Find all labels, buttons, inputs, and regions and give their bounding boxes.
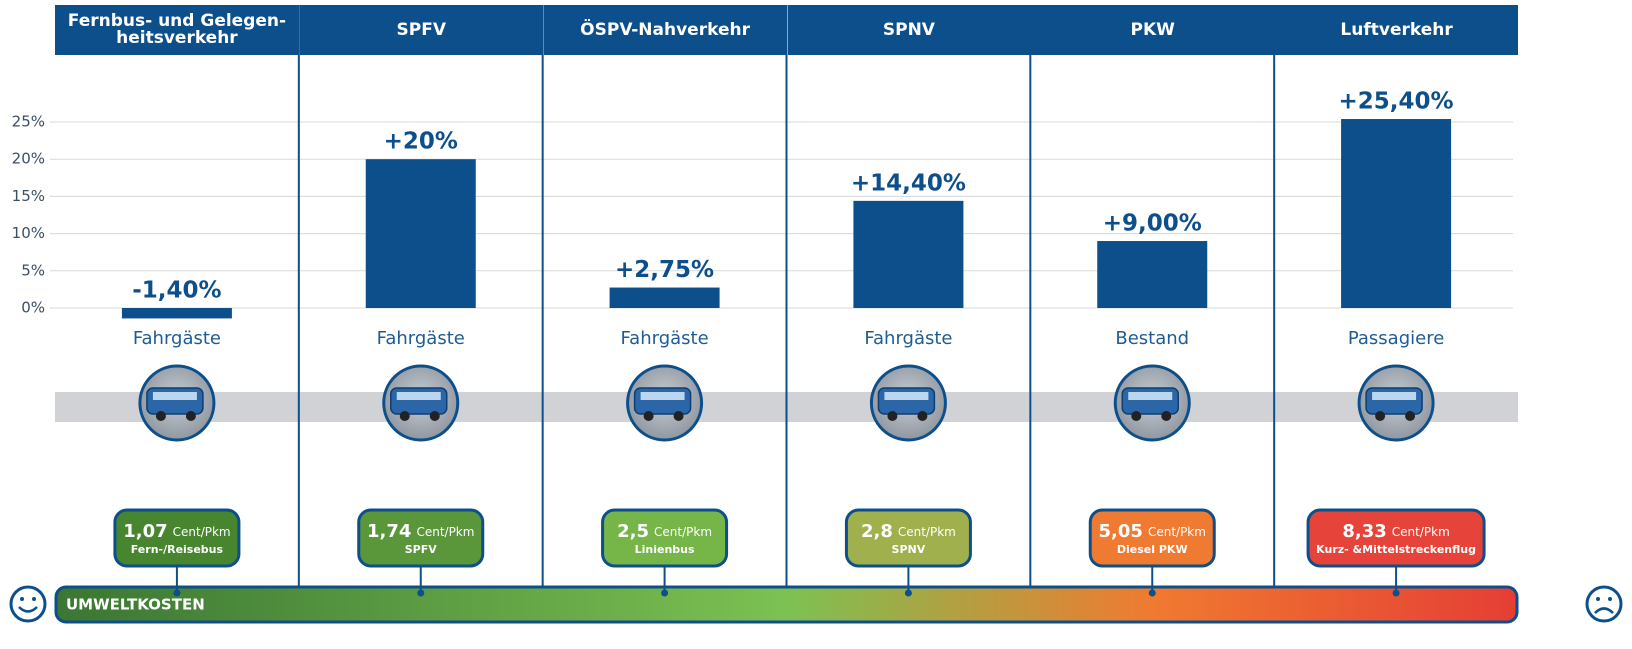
measure-label: Fahrgäste [864, 328, 952, 349]
icon-wheel [887, 411, 897, 421]
cost-amount: 1,07 [123, 521, 167, 542]
bar [853, 201, 963, 308]
icon-window [153, 392, 197, 400]
smiley-sad [1587, 587, 1621, 621]
measure-label: Fahrgäste [620, 328, 708, 349]
cost-unit: Cent/Pkm [173, 525, 231, 539]
mode-icon [1115, 366, 1189, 440]
cost-mode: Linienbus [635, 543, 695, 556]
value-label: +14,40% [851, 170, 966, 196]
column-header: ÖSPV-Nahverkehr [544, 5, 787, 55]
badge-dot [1393, 590, 1400, 597]
measure-label: Fahrgäste [377, 328, 465, 349]
cost-unit: Cent/Pkm [1148, 525, 1206, 539]
body: {"chart_data": { "type": "bar", "categor… [0, 0, 1632, 649]
cost-unit: Cent/Pkm [416, 525, 474, 539]
column-header: SPNV [788, 5, 1031, 55]
cost-unit: Cent/Pkm [898, 525, 956, 539]
icon-wheel [1131, 411, 1141, 421]
y-tick-label: 10% [12, 224, 45, 242]
infographic: UMWELTKOSTEN 0% 5% 10% 15% 20% 25% -1,40% Fahrg… [0, 0, 1632, 649]
y-tick-label: 0% [21, 299, 45, 317]
measure-label: Fahrgäste [133, 328, 221, 349]
icon-wheel [644, 411, 654, 421]
cost-unit: Cent/Pkm [1392, 525, 1450, 539]
column-header: Luftverkehr [1275, 5, 1518, 55]
icon-window [1128, 392, 1172, 400]
icon-wheel [186, 411, 196, 421]
icon-wheel [1161, 411, 1171, 421]
icon-vehicle [635, 388, 691, 414]
cost-mode: Diesel PKW [1117, 543, 1188, 556]
cost-mode: SPFV [405, 543, 437, 556]
measure-label: Passagiere [1348, 328, 1444, 349]
bar [1341, 119, 1451, 308]
cost-mode: SPNV [892, 543, 926, 556]
cost-mode: Kurz- &Mittelstreckenflug [1316, 543, 1476, 556]
icon-vehicle [1122, 388, 1178, 414]
cost-mode: Fern-/Reisebus [131, 543, 224, 556]
icon-wheel [917, 411, 927, 421]
icon-vehicle [391, 388, 447, 414]
value-label: -1,40% [132, 278, 221, 304]
y-tick-label: 15% [12, 187, 45, 205]
page: Umweltkosten html, body { margin: 0; pad… [0, 0, 1632, 649]
bar [122, 308, 232, 318]
mode-icon [384, 366, 458, 440]
value-label: +9,00% [1103, 211, 1202, 237]
bar [366, 159, 476, 308]
smiley-happy [11, 587, 45, 621]
mode-icon [140, 366, 214, 440]
cost-amount: 1,74 [367, 521, 411, 542]
value-label: +2,75% [615, 257, 714, 283]
icon-wheel [156, 411, 166, 421]
icon-wheel [1405, 411, 1415, 421]
badge-dot [173, 590, 180, 597]
icon-wheel [674, 411, 684, 421]
icon-vehicle [1366, 388, 1422, 414]
badge-dot [417, 590, 424, 597]
bar [610, 288, 720, 308]
bar [1097, 241, 1207, 308]
icon-vehicle [147, 388, 203, 414]
y-tick-label: 25% [12, 113, 45, 131]
cost-bar [56, 587, 1517, 622]
mode-icon [628, 366, 702, 440]
value-label: +25,40% [1339, 89, 1454, 115]
measure-label: Bestand [1115, 328, 1189, 349]
column-header: Fernbus- und Gelegen- heitsverkehr [55, 5, 299, 55]
column-header: PKW [1031, 5, 1274, 55]
cost-amount: 5,05 [1099, 521, 1143, 542]
cost-amount: 2,5 [617, 521, 649, 542]
icon-window [641, 392, 685, 400]
mode-icon [871, 366, 945, 440]
icon-window [397, 392, 441, 400]
icon-wheel [430, 411, 440, 421]
icon-vehicle [878, 388, 934, 414]
cost-unit: Cent/Pkm [654, 525, 712, 539]
icon-window [884, 392, 928, 400]
icon-wheel [400, 411, 410, 421]
column-header: SPFV [300, 5, 543, 55]
icon-window [1372, 392, 1416, 400]
cost-amount: 8,33 [1342, 521, 1386, 542]
cost-amount: 2,8 [861, 521, 893, 542]
mode-icon [1359, 366, 1433, 440]
icon-wheel [1375, 411, 1385, 421]
badge-dot [1149, 590, 1156, 597]
cost-axis-label: UMWELTKOSTEN [66, 596, 205, 614]
y-tick-label: 5% [21, 261, 45, 279]
badge-dot [661, 590, 668, 597]
chart: UMWELTKOSTEN 0% 5% 10% 15% 20% 25% -1,40% Fahrg… [0, 0, 1632, 649]
y-tick-label: 20% [12, 150, 45, 168]
badge-dot [905, 590, 912, 597]
value-label: +20% [384, 129, 458, 155]
